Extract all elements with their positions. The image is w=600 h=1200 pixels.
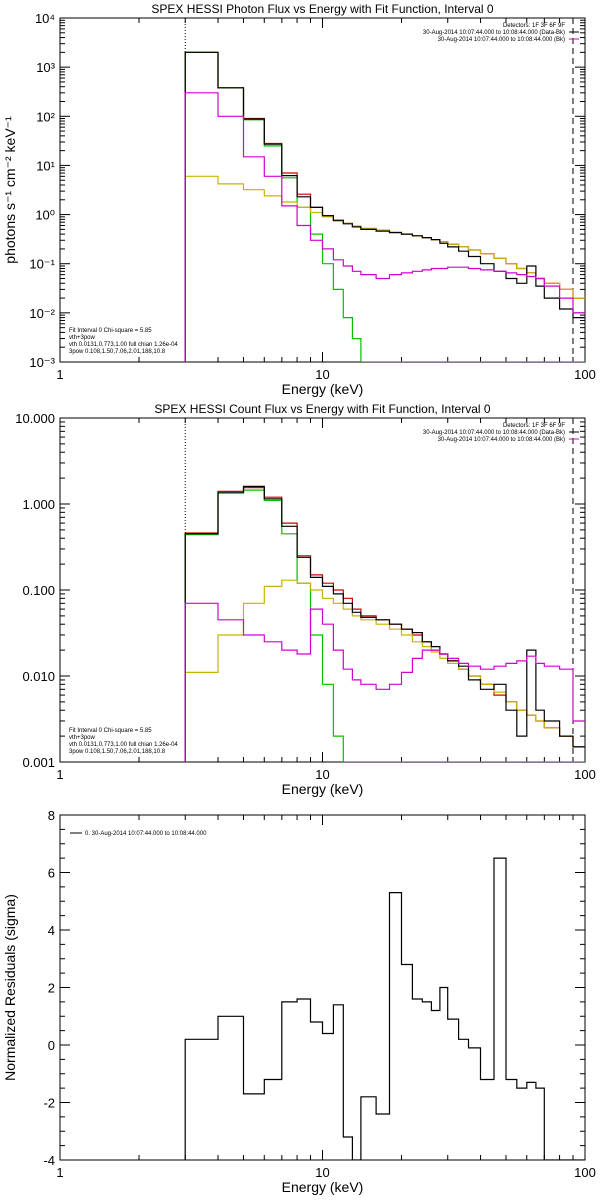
y-tick-label: 10⁻² [29, 306, 55, 321]
y-tick-label: -4 [43, 1153, 55, 1168]
series-line [184, 92, 585, 362]
x-axis-label: Energy (keV) [282, 381, 364, 397]
chart-title: SPEX HESSI Count Flux vs Energy with Fit… [154, 402, 490, 416]
y-tick-label: 0 [48, 1038, 55, 1053]
x-axis-label: Energy (keV) [282, 1179, 364, 1195]
y-tick-label: 1.000 [22, 497, 55, 512]
y-tick-label: 10⁻¹ [29, 257, 55, 272]
x-tick-label: 1 [56, 767, 63, 782]
plot-frame [59, 17, 586, 363]
series-line [184, 51, 585, 362]
x-tick-label: 10 [315, 367, 329, 382]
x-tick-label: 10 [315, 1165, 329, 1180]
x-tick-label: 100 [574, 367, 596, 382]
y-tick-label: 10.000 [15, 411, 55, 426]
y-tick-label: 0.001 [22, 755, 55, 770]
legend-entry: Detectors: 1F 3F 6F 9F [503, 423, 565, 429]
legend-entry: vth+3pow [69, 735, 96, 741]
residuals-panel: 1 10 100 Energy (keV) -4 -2 0 2 4 6 8 Normalized Re… [2, 808, 596, 1195]
series-line [184, 485, 585, 762]
series-line [184, 175, 585, 362]
y-tick-label: 8 [48, 808, 55, 823]
y-tick-label: 10⁻³ [29, 355, 55, 370]
y-axis-label: photons s⁻¹ cm⁻² keV⁻¹ [2, 116, 18, 264]
legend-entry: 3pow 0.108,1.50,7.06,2.01,188,10.8 [69, 349, 166, 355]
legend-entry: 30-Aug-2014 10:07:44.000 to 10:08:44.000… [438, 37, 565, 43]
legend-entry: 0. 30-Aug-2014 10:07:44.000 to 10:08:44.… [85, 831, 207, 837]
y-tick-label: 10⁰ [35, 208, 55, 223]
series-line [184, 51, 585, 362]
legend-entry: vth 0.0131,0.773,1.00 full chian 1.26e-0… [69, 742, 178, 748]
chart-title: SPEX HESSI Photon Flux vs Energy with Fi… [151, 2, 493, 16]
legend-entry: Fit Interval 0 Chi-square = 5.85 [69, 328, 152, 334]
y-tick-label: 4 [48, 923, 55, 938]
x-tick-label: 1 [56, 367, 63, 382]
series-line [184, 857, 585, 1160]
photon-flux-panel: SPEX HESSI Photon Flux vs Energy with Fi… [2, 2, 596, 397]
x-tick-label: 10 [315, 767, 329, 782]
count-flux-panel: SPEX HESSI Count Flux vs Energy with Fit… [15, 402, 596, 797]
y-tick-label: -2 [43, 1096, 55, 1111]
legend-entry: 30-Aug-2014 10:07:44.000 to 10:08:44.000… [423, 30, 565, 36]
y-tick-label: 10¹ [36, 158, 55, 173]
y-tick-label: 0.010 [22, 669, 55, 684]
series-line [184, 51, 585, 362]
y-tick-label: 2 [48, 981, 55, 996]
legend-entry: Detectors: 1F 3F 6F 9F [503, 23, 565, 29]
legend-entry: 30-Aug-2014 10:07:44.000 to 10:08:44.000… [423, 430, 565, 436]
legend-entry: vth 0.0131,0.773,1.00 full chian 1.26e-0… [69, 342, 178, 348]
legend-entry: 30-Aug-2014 10:07:44.000 to 10:08:44.000… [438, 437, 565, 443]
y-tick-label: 10⁴ [35, 11, 55, 26]
x-tick-label: 100 [574, 767, 596, 782]
series-line [184, 579, 585, 762]
legend-entry: Fit Interval 0 Chi-square = 5.85 [69, 728, 152, 734]
x-axis-label: Energy (keV) [282, 781, 364, 797]
y-tick-label: 10² [36, 109, 55, 124]
series-line [184, 489, 585, 762]
series-line [184, 602, 585, 762]
legend-entry: vth+3pow [69, 335, 96, 341]
y-tick-label: 6 [48, 866, 55, 881]
legend-entry: 3pow 0.108,1.50,7.06,2.01,188,10.8 [69, 749, 166, 755]
x-tick-label: 100 [574, 1165, 596, 1180]
y-tick-label: 0.100 [22, 583, 55, 598]
y-tick-label: 10³ [36, 60, 55, 75]
y-axis-label: Normalized Residuals (sigma) [2, 894, 18, 1081]
x-tick-label: 1 [56, 1165, 63, 1180]
